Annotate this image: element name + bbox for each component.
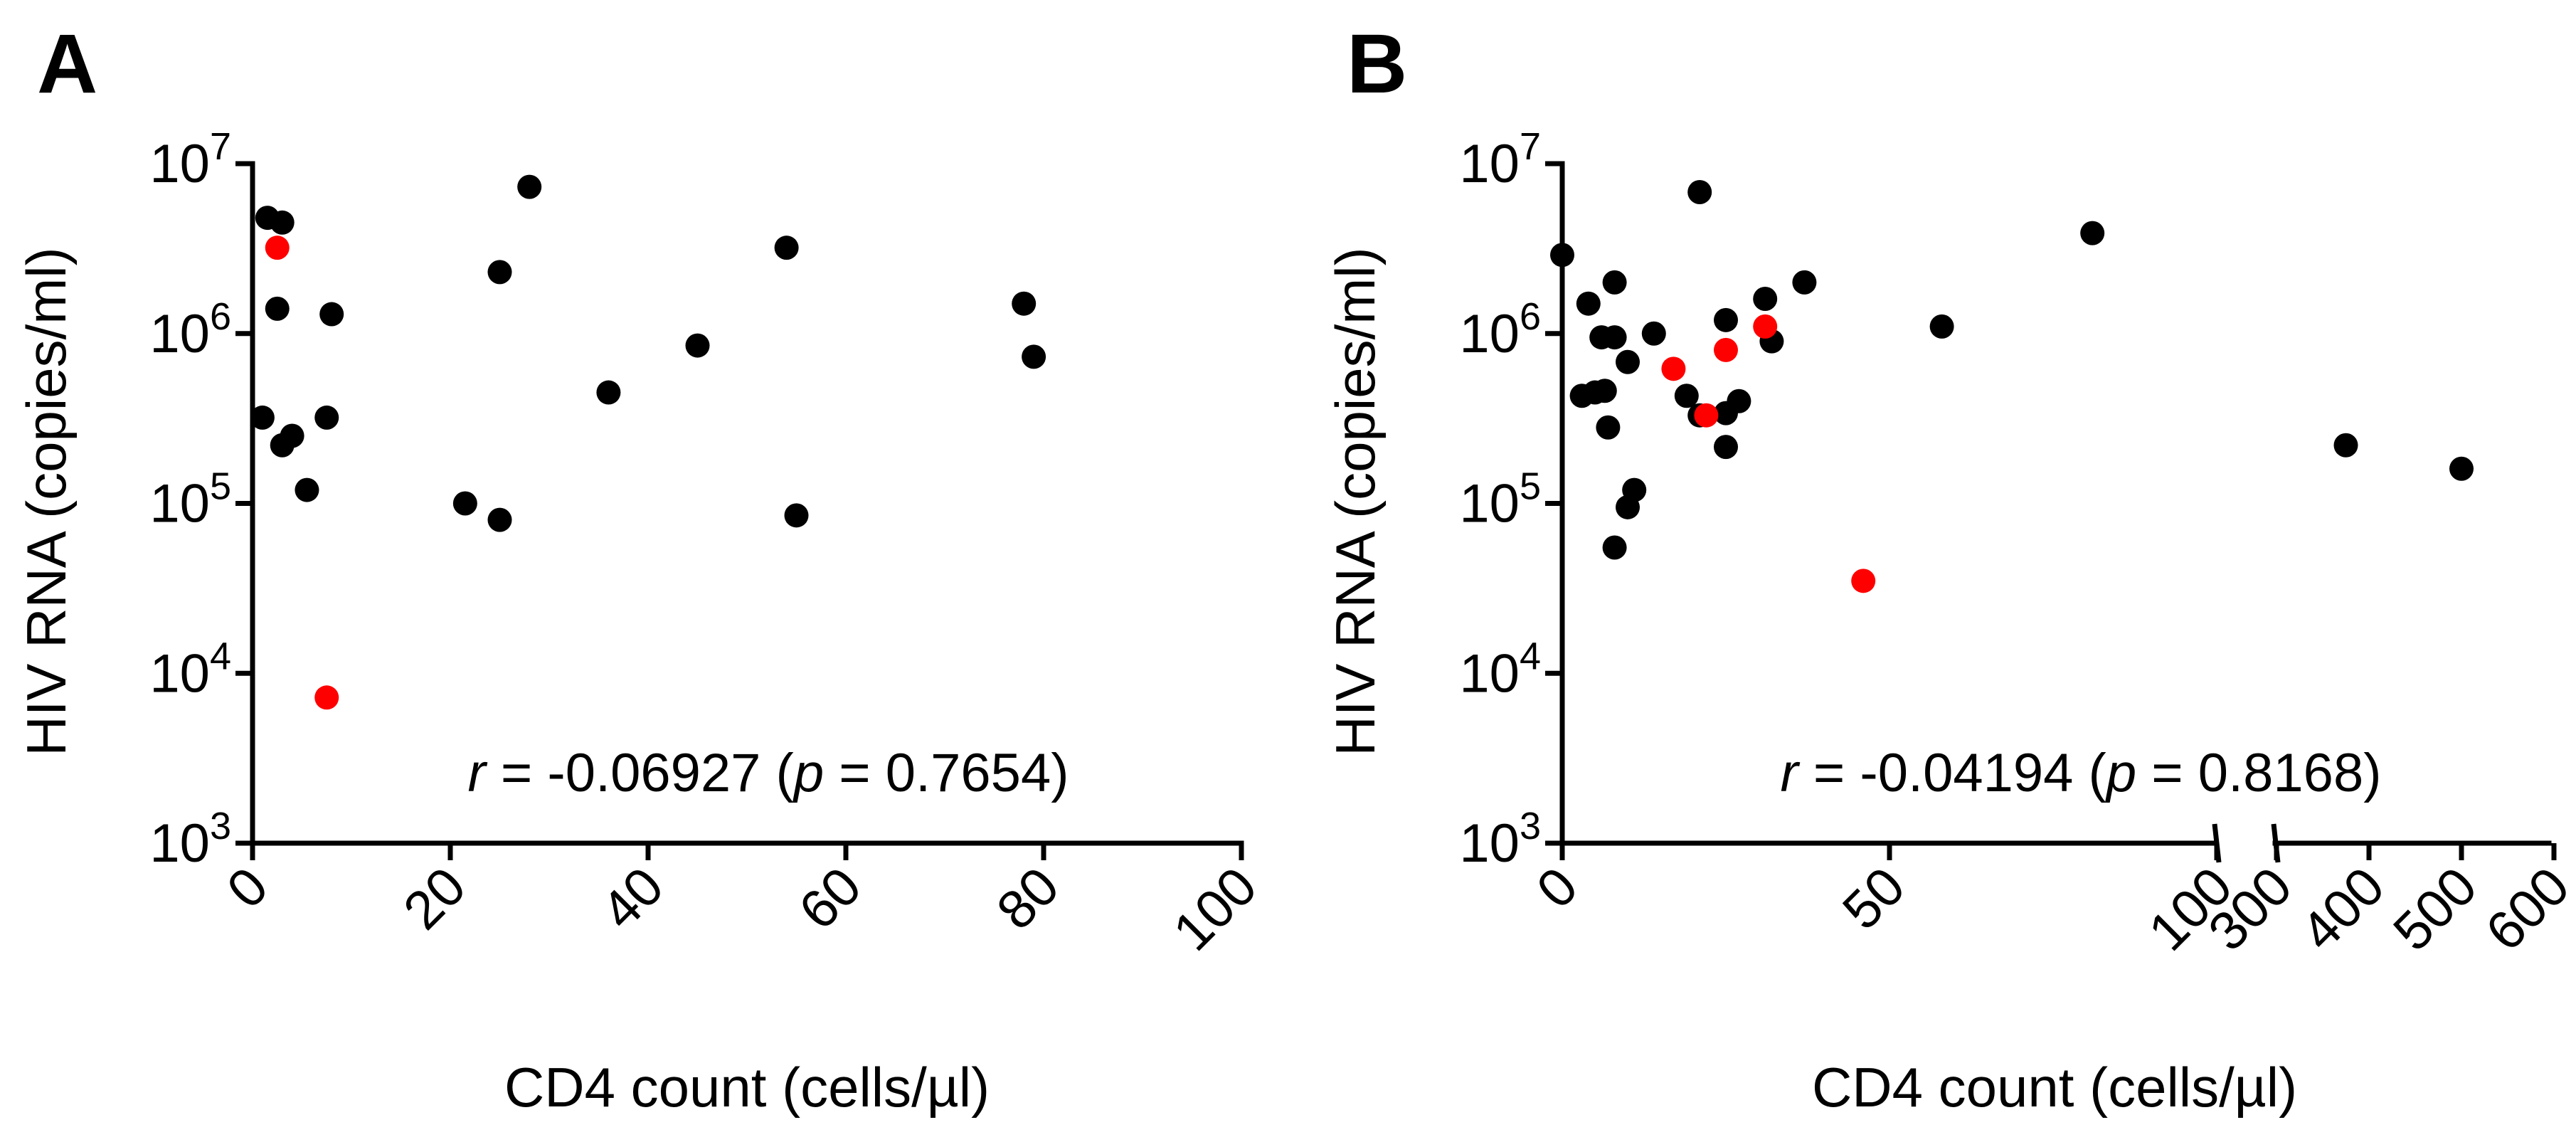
panel-a-ytick-label: 104 (149, 635, 231, 704)
panel-b-black-point (1602, 535, 1627, 560)
panel-b-black-point (1714, 307, 1738, 332)
panel-b-black-point (1616, 495, 1640, 519)
panel-b-xtick-label: 0 (1525, 856, 1589, 920)
panel-a-y-axis: 103 104 105 106 107 (149, 125, 255, 874)
panel-b-xtick-label: 600 (2474, 856, 2576, 963)
panel-a-black-point (270, 210, 295, 235)
panel-a-y-axis-title: HIV RNA (copies/ml) (15, 247, 78, 756)
panel-b-black-point (1687, 179, 1712, 204)
panel-a-black-point (1012, 291, 1037, 316)
panel-a-p-value: = 0.7654) (824, 743, 1069, 803)
panel-a-xtick-label: 0 (216, 856, 280, 920)
panel-a-ytick-label: 103 (149, 805, 231, 874)
panel-b-black-point (2333, 433, 2358, 458)
panel-a-ytick-label: 106 (149, 295, 231, 364)
panel-b-black-point (1592, 379, 1617, 403)
panel-b-black-point (1929, 314, 1954, 339)
panel-b-black-point (2449, 456, 2474, 481)
panel-a-x-ticks: 0 20 40 60 80 100 (216, 843, 1268, 963)
panel-a-xtick-label: 100 (1162, 856, 1268, 963)
panel-a-ytick-label: 107 (149, 125, 231, 194)
panel-a-points (250, 174, 1046, 710)
panel-b-black-point (1602, 270, 1627, 295)
panel-a-x-axis: 0 20 40 60 80 100 (216, 840, 1268, 963)
panel-b-red-point (1694, 403, 1719, 428)
panel-b-black-point (1550, 243, 1574, 268)
panel-a-black-point (517, 174, 542, 199)
panel-b-ytick-label: 105 (1459, 465, 1541, 534)
panel-b-correlation-annotation: r = -0.04194 (p = 0.8168) (1780, 743, 2381, 803)
panel-a: A 103 104 105 106 107 0 20 40 60 80 100 HIV RNA (… (15, 17, 1268, 1119)
panel-b-xtick-label: 500 (2382, 856, 2488, 963)
panel-b-ytick-label: 103 (1459, 805, 1541, 874)
panel-b-black-point (2080, 221, 2105, 245)
panel-a-black-point (596, 380, 621, 405)
panel-a-black-point (774, 236, 799, 260)
panel-a-black-point (314, 405, 339, 430)
panel-b-ytick-label: 104 (1459, 635, 1541, 704)
panel-b-black-point (1753, 287, 1778, 312)
panel-b-black-point (1714, 435, 1738, 460)
panel-a-black-point (452, 491, 477, 516)
panel-b-black-point (1596, 415, 1621, 440)
panel-b-xtick-label: 50 (1831, 856, 1917, 941)
panel-b-black-point (1602, 325, 1627, 350)
panel-b-black-point (1727, 388, 1751, 413)
panel-b-xtick-label: 400 (2289, 856, 2396, 963)
panel-b-red-point (1753, 314, 1778, 339)
panel-b-p-value: = 0.8168) (2136, 743, 2381, 803)
panel-b-red-point (1851, 569, 1876, 593)
panel-a-red-point (265, 236, 290, 260)
panel-a-red-point (314, 685, 339, 710)
panel-a-black-point (1022, 344, 1046, 369)
panel-b-y-ticks: 103 104 105 106 107 (1459, 125, 1562, 874)
panel-a-black-point (487, 260, 512, 285)
panel-a-ytick-label: 105 (149, 465, 231, 534)
panel-b-x-axis-title: CD4 count (cells/µl) (1812, 1056, 2297, 1119)
panel-a-x-axis-title: CD4 count (cells/µl) (504, 1056, 990, 1119)
panel-a-black-point (319, 302, 344, 327)
panel-a-xtick-label: 80 (985, 856, 1071, 941)
panel-b-r-value: = -0.04194 ( (1798, 743, 2106, 803)
panel-b-p-symbol: p (2105, 743, 2136, 803)
panel-a-xtick-label: 60 (788, 856, 873, 941)
panel-a-black-point (270, 433, 295, 458)
panel-a-black-point (784, 503, 809, 528)
panel-b-y-axis: 103 104 105 106 107 (1459, 125, 1565, 874)
panel-a-black-point (265, 296, 290, 321)
panel-b-r-symbol: r (1780, 743, 1800, 803)
panel-b-black-point (1616, 349, 1640, 374)
panel-a-xtick-label: 40 (590, 856, 675, 941)
panel-a-r-symbol: r (467, 743, 487, 803)
panel-a-r-value: = -0.06927 ( (486, 743, 794, 803)
panel-b-black-point (1674, 384, 1699, 408)
panel-b-red-point (1661, 356, 1686, 381)
panel-a-p-symbol: p (793, 743, 824, 803)
panel-a-correlation-annotation: r = -0.06927 (p = 0.7654) (467, 743, 1069, 803)
panel-a-black-point (487, 507, 512, 532)
panel-a-black-point (295, 477, 319, 502)
panel-b-ytick-label: 106 (1459, 295, 1541, 364)
panel-b-points (1550, 179, 2474, 593)
panel-a-black-point (250, 405, 275, 430)
panel-b-black-point (1576, 291, 1601, 316)
panel-a-xtick-label: 20 (392, 856, 477, 941)
panel-b-y-axis-title: HIV RNA (copies/ml) (1324, 247, 1387, 756)
panel-a-label: A (37, 17, 97, 111)
panel-b-label: B (1347, 17, 1407, 111)
panel-b-black-point (1792, 270, 1817, 295)
panel-a-black-point (685, 333, 710, 358)
panel-a-y-ticks: 103 104 105 106 107 (149, 125, 253, 874)
panel-b-black-point (1641, 321, 1666, 346)
panel-b-ytick-label: 107 (1459, 125, 1541, 194)
panel-b-red-point (1714, 337, 1738, 362)
